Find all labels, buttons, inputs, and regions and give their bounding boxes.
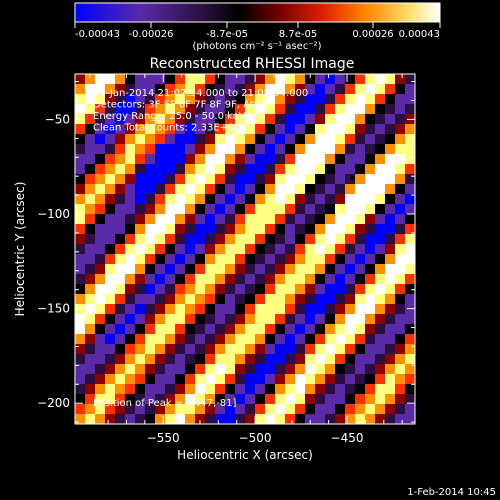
y-axis: −50 −100 −150 −200 [37, 81, 415, 423]
colorbar-tick-label: 8.7e-05 [279, 29, 317, 40]
annotation-line: Energy Range: 25.0 - 50.0 keV [93, 111, 246, 122]
colorbar [74, 2, 441, 23]
colorbar-tick-label: -0.00026 [129, 29, 174, 40]
colorbar-ticks: -0.00043 -0.00026 -8.7e-05 8.7e-05 0.00026 0.… [74, 22, 441, 40]
x-axis-label: Heliocentric X (arcsec) [177, 448, 313, 462]
colorbar-tick-label: -8.7e-05 [206, 29, 248, 40]
colorbar-tick-label: -0.00043 [75, 29, 120, 40]
annotation-line: 31-Jan-2014 21:02:54.000 to 21:08:54.000 [93, 88, 308, 99]
colorbar-unit-label: (photons cm⁻² s⁻¹ asec⁻²) [192, 41, 321, 52]
y-tick-label: −200 [37, 396, 70, 410]
y-tick-label: −50 [45, 112, 70, 126]
x-tick-label: −450 [331, 431, 364, 445]
chart-title: Reconstructed RHESSI Image [150, 56, 355, 72]
colorbar-tick-label: 0.00043 [399, 29, 440, 40]
x-tick-label: −550 [147, 431, 180, 445]
x-tick-label: −500 [239, 431, 272, 445]
peak-position-label: Position of Peak = [-447,-81] [93, 398, 237, 409]
footer-timestamp: 1-Feb-2014 10:45 [407, 487, 496, 498]
heatmap-image [75, 74, 415, 424]
annotation-line: Clean Total counts: 2.33E+04 [93, 123, 241, 134]
y-tick-label: −150 [37, 302, 70, 316]
colorbar-tick-label: 0.00026 [352, 29, 393, 40]
x-axis: −550 −500 −450 [89, 74, 403, 445]
y-tick-label: −100 [37, 207, 70, 221]
y-axis-label: Heliocentric Y (arcsec) [13, 182, 27, 317]
peak-marker [350, 175, 356, 181]
annotation-block: 31-Jan-2014 21:02:54.000 to 21:08:54.000… [93, 88, 308, 134]
plot-frame [74, 73, 416, 425]
annotation-line: Detectors: 3F 5F 6F 7F 8F 9F, Att 0 [93, 100, 267, 111]
